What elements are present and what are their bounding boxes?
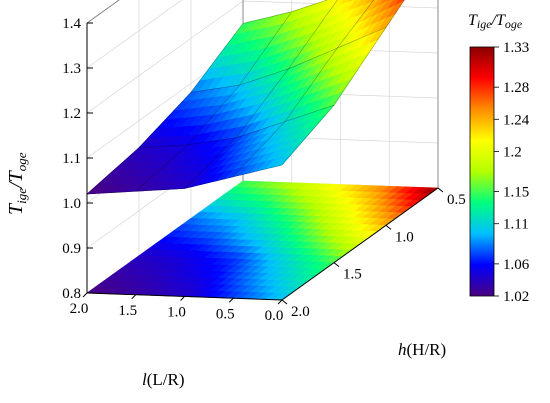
l-tick-mark bbox=[277, 299, 283, 305]
grid-line bbox=[86, 0, 120, 24]
surface-mesh-line bbox=[86, 164, 283, 195]
h-tick-label: 1.5 bbox=[343, 267, 362, 283]
l-tick-label: 0.5 bbox=[216, 306, 235, 322]
surface-mesh-line bbox=[138, 104, 335, 148]
z-tick-label: 1.2 bbox=[62, 106, 81, 122]
z-tick-label: 0.9 bbox=[62, 241, 81, 257]
l-tick-label: 1.5 bbox=[118, 303, 137, 319]
z-axis-title: Tige/Toge bbox=[5, 152, 29, 215]
surface-cell bbox=[273, 154, 292, 168]
h-tick-mark bbox=[333, 262, 340, 268]
surface-mesh-line bbox=[233, 0, 374, 177]
z-tick-label: 0.8 bbox=[62, 286, 81, 302]
h-axis-title: h(H/R) bbox=[398, 340, 446, 359]
colorbar-tick-label: 1.28 bbox=[503, 80, 529, 96]
l-tick-label: 2.0 bbox=[70, 301, 89, 317]
h-tick-mark bbox=[437, 187, 444, 193]
colorbar-tick-label: 1.24 bbox=[503, 112, 530, 128]
z-tick-label: 1.0 bbox=[62, 196, 81, 212]
colorbar bbox=[469, 46, 495, 297]
surface-mesh-line bbox=[86, 23, 244, 195]
z-tick-label: 1.1 bbox=[62, 151, 81, 167]
z-tick-label: 1.3 bbox=[62, 61, 81, 77]
colorbar-tick-label: 1.15 bbox=[503, 185, 529, 201]
surface-mesh-line bbox=[190, 27, 387, 93]
surface-mesh-line bbox=[184, 0, 338, 189]
grid-line bbox=[86, 0, 244, 114]
h-axis-line bbox=[281, 187, 439, 301]
surface-mesh-line bbox=[135, 11, 292, 192]
l-tick-mark bbox=[228, 297, 234, 303]
h-tick-label: 2.0 bbox=[291, 304, 310, 320]
h-tick-mark bbox=[281, 299, 288, 305]
grid-line bbox=[86, 0, 183, 69]
colorbar-tick-label: 1.2 bbox=[503, 144, 522, 160]
colorbar-tick-label: 1.06 bbox=[503, 257, 530, 273]
l-tick-mark bbox=[180, 296, 185, 301]
colorbar-ticks: 1.33 1.28 1.24 1.2 1.15 1.11 1.06 1.02 bbox=[494, 40, 530, 305]
floor-projection bbox=[86, 180, 439, 301]
h-tick-mark bbox=[385, 224, 392, 230]
l-axis-title: l(L/R) bbox=[142, 370, 185, 389]
z-tick-label: 1.4 bbox=[62, 16, 81, 32]
wall-edge bbox=[86, 0, 120, 24]
axis-ticks: 0.8 0.9 1.0 1.1 1.2 1.3 1.4 2.0 1.5 1.0 0.5 0.0 0.5 1… bbox=[62, 16, 466, 324]
l-tick-mark bbox=[131, 294, 137, 300]
h-tick-label: 1.0 bbox=[395, 229, 414, 245]
l-tick-mark bbox=[82, 292, 88, 298]
surface-mesh-line bbox=[281, 0, 405, 166]
surface-mesh-line bbox=[242, 0, 328, 24]
colorbar-tick-label: 1.11 bbox=[503, 217, 529, 233]
l-tick-label: 0.0 bbox=[265, 308, 284, 324]
colorbar-title: Tige/Toge bbox=[468, 12, 523, 31]
h-tick-label: 0.5 bbox=[447, 192, 466, 208]
l-tick-label: 1.0 bbox=[167, 305, 186, 321]
colorbar-tick-label: 1.33 bbox=[503, 40, 529, 56]
surface-mesh bbox=[86, 0, 405, 195]
colorbar-tick-label: 1.02 bbox=[503, 289, 529, 305]
